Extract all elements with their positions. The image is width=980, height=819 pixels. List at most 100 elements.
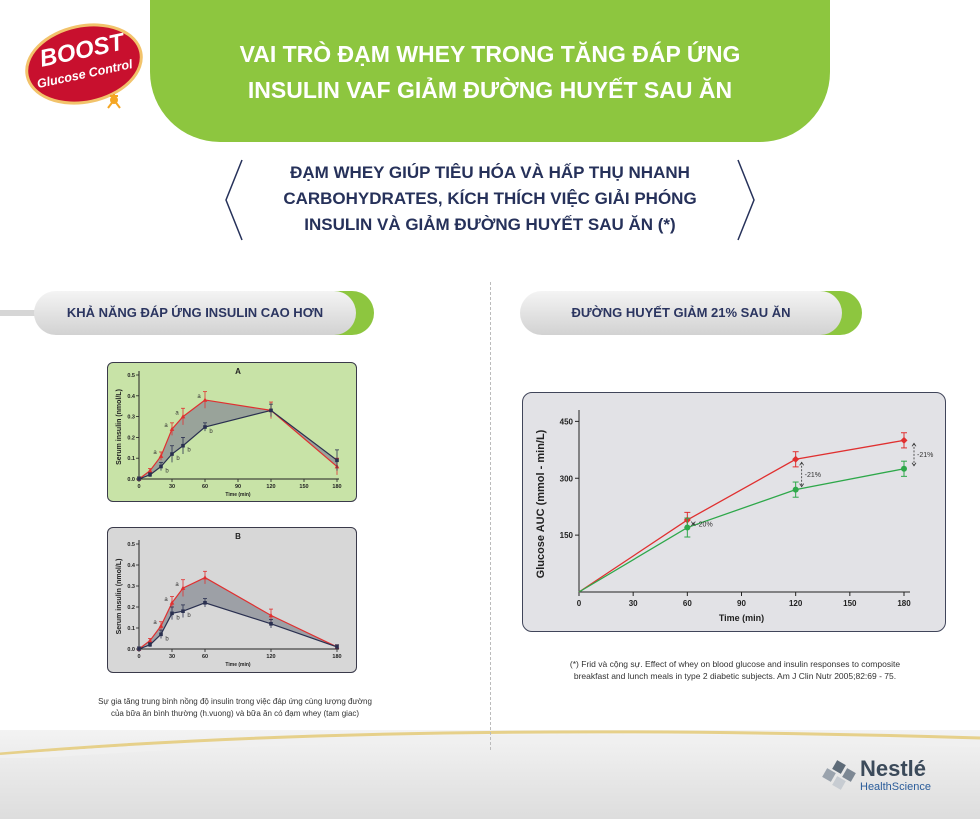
insulin-caption: Sự gia tăng trung bình nồng độ insulin t… xyxy=(60,696,410,720)
boost-logo: BOOST Glucose Control xyxy=(25,23,143,109)
left-pill-rail xyxy=(0,310,40,316)
chart-a-y-tick-label: 0.3 xyxy=(127,415,135,421)
chart-a-area-between-curves xyxy=(139,399,337,479)
chart-b-whey-series-point xyxy=(180,585,186,590)
chart-b-control-series-point xyxy=(148,643,152,647)
right-section-pill xyxy=(520,291,842,335)
glucose-control-series-point xyxy=(900,436,908,444)
chart-a-y-axis-label: Serum insulin (nmol/L) xyxy=(116,389,123,465)
chart-a-y-tick-label: 0.1 xyxy=(127,456,135,462)
chart-a-significance-label: b xyxy=(165,469,169,475)
chart-b-significance-label: b xyxy=(176,615,180,621)
chart-a-control-series-point xyxy=(148,473,152,477)
glucose-y-tick-label: 150 xyxy=(560,531,574,540)
chart-a-whey-series-point xyxy=(202,397,208,402)
chart-b-significance-label: a xyxy=(175,582,179,588)
glucose-control-series-line xyxy=(578,439,905,593)
chart-a-control-series-point xyxy=(203,425,207,429)
left-section-pill xyxy=(34,291,356,335)
chart-b-control-series-point xyxy=(170,611,174,616)
glucose-x-tick-label: 30 xyxy=(629,599,638,608)
chart-a-control-series-point xyxy=(137,477,141,481)
chart-b-y-tick-label: 0.4 xyxy=(127,563,136,569)
chart-a-whey-series-point xyxy=(169,426,175,431)
chart-b-significance-label: b xyxy=(165,636,169,642)
chart-b-significance-label: a xyxy=(153,620,157,626)
glucose-whey-series-point xyxy=(684,524,691,531)
glucose-x-tick-label: 180 xyxy=(897,599,911,608)
chart-b-y-tick-label: 0.2 xyxy=(127,605,135,611)
chart-b-y-tick-label: 0.1 xyxy=(127,626,135,632)
glucose-diff-arrowhead xyxy=(691,521,696,527)
chart-b-control-series-point xyxy=(203,601,207,605)
glucose-y-tick-label: 300 xyxy=(560,474,574,483)
chart-a-significance-label: a xyxy=(153,450,157,456)
nestle-name: Nestlé xyxy=(860,756,926,781)
reference-line-2: breakfast and lunch meals in type 2 diab… xyxy=(573,671,897,681)
chart-b-control-series-point xyxy=(269,622,273,626)
chart-a-x-tick-label: 0 xyxy=(137,484,140,490)
chart-a-x-tick-label: 30 xyxy=(169,484,175,490)
chart-b-x-axis-label: Time (min) xyxy=(225,662,251,668)
chart-b-whey-series-point xyxy=(268,612,274,618)
left-section-label: KHẢ NĂNG ĐÁP ỨNG INSULIN CAO HƠN xyxy=(66,305,324,320)
glucose-diff-label: -21% xyxy=(805,472,821,479)
glucose-x-tick-label: 0 xyxy=(577,599,582,608)
footer-swoosh xyxy=(0,730,980,758)
glucose-diff-arrowhead xyxy=(799,461,804,488)
glucose-chart: 150 300 450 0 30 60 90 120 150 180 Time (min) Gluco… xyxy=(535,410,933,623)
chart-a-significance-label: b xyxy=(209,429,213,435)
chart-a-control-series-point xyxy=(170,452,174,456)
subtitle: ĐẠM WHEY GIÚP TIÊU HÓA VÀ HẤP THỤ NHANH … xyxy=(248,160,732,238)
chart-a-x-tick-label: 150 xyxy=(299,484,308,490)
title-line-2: INSULIN VAF GIẢM ĐƯỜNG HUYẾT SAU ĂN xyxy=(247,77,733,103)
chart-b-x-tick-label: 0 xyxy=(137,654,140,660)
glucose-diff-label: -20% xyxy=(696,521,712,528)
caption-line-1: Sự gia tăng trung bình nồng độ insulin t… xyxy=(98,697,372,706)
chart-a-whey-series-point xyxy=(158,453,164,458)
chart-a-y-tick-label: 0.4 xyxy=(127,394,136,400)
chart-a: 0.0 0.1 0.2 0.3 0.4 0.5 0 30 60 90 120 150 180 Time (… xyxy=(116,367,342,498)
chart-a-control-series-point xyxy=(159,464,163,469)
subtitle-frame xyxy=(225,159,755,241)
chart-a-x-tick-label: 180 xyxy=(332,484,341,490)
glucose-x-tick-label: 90 xyxy=(737,599,746,608)
glucose-x-tick-label: 120 xyxy=(789,599,803,608)
glucose-diff-label: -21% xyxy=(917,452,933,459)
chart-b-whey-series-point xyxy=(169,600,175,605)
chart-b-x-tick-label: 30 xyxy=(169,654,175,660)
chart-a-y-tick-label: 0.2 xyxy=(127,435,135,441)
chart-b-x-tick-label: 180 xyxy=(332,654,341,660)
glucose-x-tick-label: 60 xyxy=(683,599,692,608)
title-banner xyxy=(150,0,830,142)
chart-b-x-tick-label: 120 xyxy=(266,654,275,660)
chart-b-whey-series-point xyxy=(158,623,164,628)
chart-b-y-tick-label: 0.3 xyxy=(127,584,135,590)
chart-b-x-tick-label: 60 xyxy=(202,654,208,660)
chart-b-significance-label: b xyxy=(187,613,191,619)
chart-b-title: B xyxy=(235,532,241,541)
chart-b-control-series-point xyxy=(137,647,141,651)
chart-a-control-series-line xyxy=(138,409,338,480)
chart-a-significance-label: a xyxy=(164,423,168,429)
chart-a-whey-series-point xyxy=(180,414,186,419)
glucose-y-tick-label: 450 xyxy=(560,417,574,426)
subtitle-line-1: ĐẠM WHEY GIÚP TIÊU HÓA VÀ HẤP THỤ NHANH xyxy=(290,163,690,182)
chart-b-control-series-point xyxy=(335,645,339,649)
chart-b-whey-series-point xyxy=(147,638,153,643)
chart-b-y-tick-label: 0.0 xyxy=(127,647,135,653)
chart-a-significance-label: b xyxy=(176,456,180,462)
chart-a-whey-series-point xyxy=(147,468,153,473)
chart-b: 0.0 0.1 0.2 0.3 0.4 0.5 0 30 60 120 180 Time (min) S… xyxy=(116,532,342,668)
glucose-whey-series-line xyxy=(578,468,905,593)
glucose-control-series-point xyxy=(792,455,800,463)
chart-a-control-series-point xyxy=(181,443,185,448)
chart-b-y-tick-label: 0.5 xyxy=(127,542,135,548)
nestle-logo: Nestlé HealthScience xyxy=(822,756,931,793)
reference-line-1: (*) Frid và cộng sự. Effect of whey on b… xyxy=(569,659,901,669)
chart-b-control-series-point xyxy=(181,609,185,613)
chart-a-significance-label: a xyxy=(197,394,201,400)
glucose-diff-arrowhead xyxy=(911,442,917,467)
chart-b-significance-label: a xyxy=(164,597,168,603)
chart-a-y-tick-label: 0.0 xyxy=(127,477,135,483)
